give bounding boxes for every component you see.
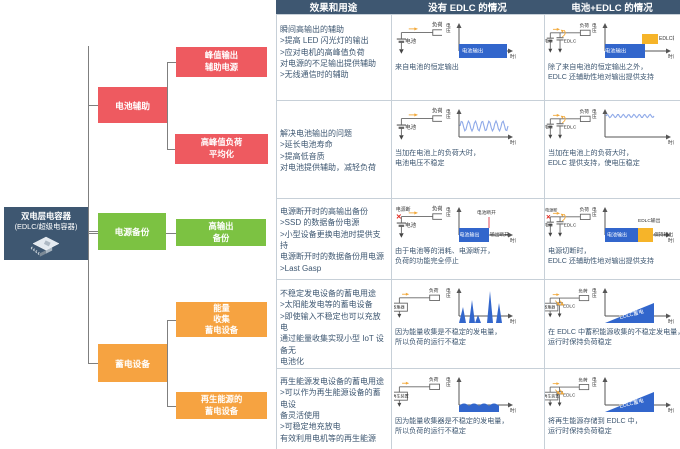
svg-text:收集器: 收集器 — [545, 305, 555, 310]
svg-text:压: 压 — [446, 382, 451, 388]
svg-text:负荷: 负荷 — [578, 288, 588, 295]
svg-text:电: 电 — [592, 108, 597, 114]
svg-text:时间: 时间 — [668, 407, 674, 413]
svg-text:✕: ✕ — [546, 214, 551, 221]
svg-text:电: 电 — [592, 22, 597, 28]
svg-text:电: 电 — [592, 287, 597, 293]
svg-text:电: 电 — [446, 376, 451, 382]
svg-text:电池: 电池 — [545, 124, 552, 130]
svg-text:电源断: 电源断 — [545, 207, 557, 213]
svg-text:压: 压 — [592, 212, 597, 218]
svg-text:时间: 时间 — [668, 318, 674, 324]
svg-text:保持输出: 保持输出 — [654, 231, 673, 238]
svg-text:电池: 电池 — [405, 123, 417, 131]
svg-text:时间: 时间 — [510, 139, 516, 145]
svg-text:电: 电 — [446, 206, 451, 212]
svg-text:收集器: 收集器 — [394, 304, 405, 310]
svg-text:电池输出: 电池输出 — [462, 47, 483, 55]
svg-text:压: 压 — [592, 28, 597, 34]
svg-text:负荷: 负荷 — [580, 206, 590, 213]
svg-text:压: 压 — [592, 293, 597, 299]
svg-text:时间: 时间 — [510, 318, 516, 324]
svg-text:EDLC: EDLC — [564, 223, 577, 229]
svg-text:再生装置: 再生装置 — [394, 393, 409, 399]
svg-text:压: 压 — [592, 114, 597, 120]
svg-text:电源断: 电源断 — [396, 206, 411, 213]
svg-text:电池: 电池 — [545, 222, 552, 228]
svg-text:电: 电 — [446, 22, 451, 28]
svg-text:压: 压 — [446, 114, 451, 120]
svg-text:负荷: 负荷 — [432, 107, 442, 115]
svg-text:压: 压 — [592, 382, 597, 388]
svg-text:EDLC: EDLC — [563, 393, 576, 398]
svg-text:电: 电 — [446, 287, 451, 293]
svg-text:EDLC: EDLC — [564, 39, 577, 45]
svg-text:EDLC: EDLC — [564, 125, 577, 131]
svg-text:时间: 时间 — [668, 139, 674, 145]
svg-text:EDLC输出: EDLC输出 — [659, 35, 674, 42]
svg-text:压: 压 — [446, 28, 451, 34]
svg-text:负荷: 负荷 — [578, 377, 588, 384]
svg-text:时间: 时间 — [668, 53, 674, 59]
svg-text:负荷: 负荷 — [429, 376, 439, 383]
svg-text:压: 压 — [446, 293, 451, 299]
svg-text:时间: 时间 — [510, 53, 516, 59]
svg-text:电: 电 — [446, 108, 451, 114]
svg-text:电池输出: 电池输出 — [460, 232, 480, 239]
svg-text:负荷: 负荷 — [429, 287, 439, 294]
svg-text:时间: 时间 — [510, 407, 516, 413]
svg-text:EDLC输出: EDLC输出 — [638, 217, 661, 224]
svg-text:电池: 电池 — [405, 37, 417, 45]
svg-text:电池: 电池 — [545, 38, 552, 44]
svg-text:负荷: 负荷 — [580, 108, 590, 115]
svg-text:负荷: 负荷 — [432, 205, 442, 213]
svg-text:压: 压 — [446, 212, 451, 218]
svg-text:电池输出: 电池输出 — [607, 232, 627, 239]
svg-text:电池断开: 电池断开 — [477, 209, 496, 216]
svg-text:电: 电 — [592, 206, 597, 212]
svg-text:EDLC: EDLC — [563, 304, 576, 309]
svg-text:电池输出: 电池输出 — [605, 47, 626, 55]
svg-text:时间: 时间 — [510, 237, 516, 243]
svg-text:负荷: 负荷 — [580, 22, 590, 29]
svg-text:电: 电 — [592, 376, 597, 382]
svg-text:输出断开: 输出断开 — [490, 231, 509, 238]
svg-text:负荷: 负荷 — [432, 21, 442, 29]
svg-text:电池: 电池 — [405, 221, 417, 229]
svg-text:✕: ✕ — [396, 214, 402, 221]
